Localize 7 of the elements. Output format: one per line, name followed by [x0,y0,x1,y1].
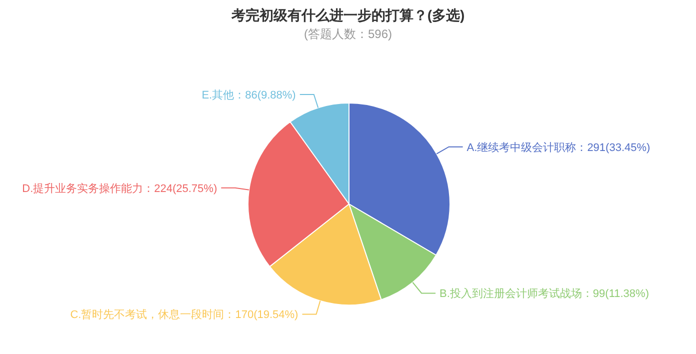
slice-label: B.投入到注册会计师考试战场：99(11.38%) [440,287,649,300]
slice-label: D.提升业务实务操作能力：224(25.75%) [22,182,218,195]
slice-label: E.其他：86(9.88%) [202,88,296,102]
slice-label: A.继续考中级会计职称：291(33.45%) [466,140,650,154]
slice-label: C.暂时先不考试，休息一段时间：170(19.54%) [70,308,298,322]
chart-title: 考完初级有什么进一步的打算？(多选) [230,7,465,23]
chart-subtitle: (答题人数：596) [304,27,392,41]
